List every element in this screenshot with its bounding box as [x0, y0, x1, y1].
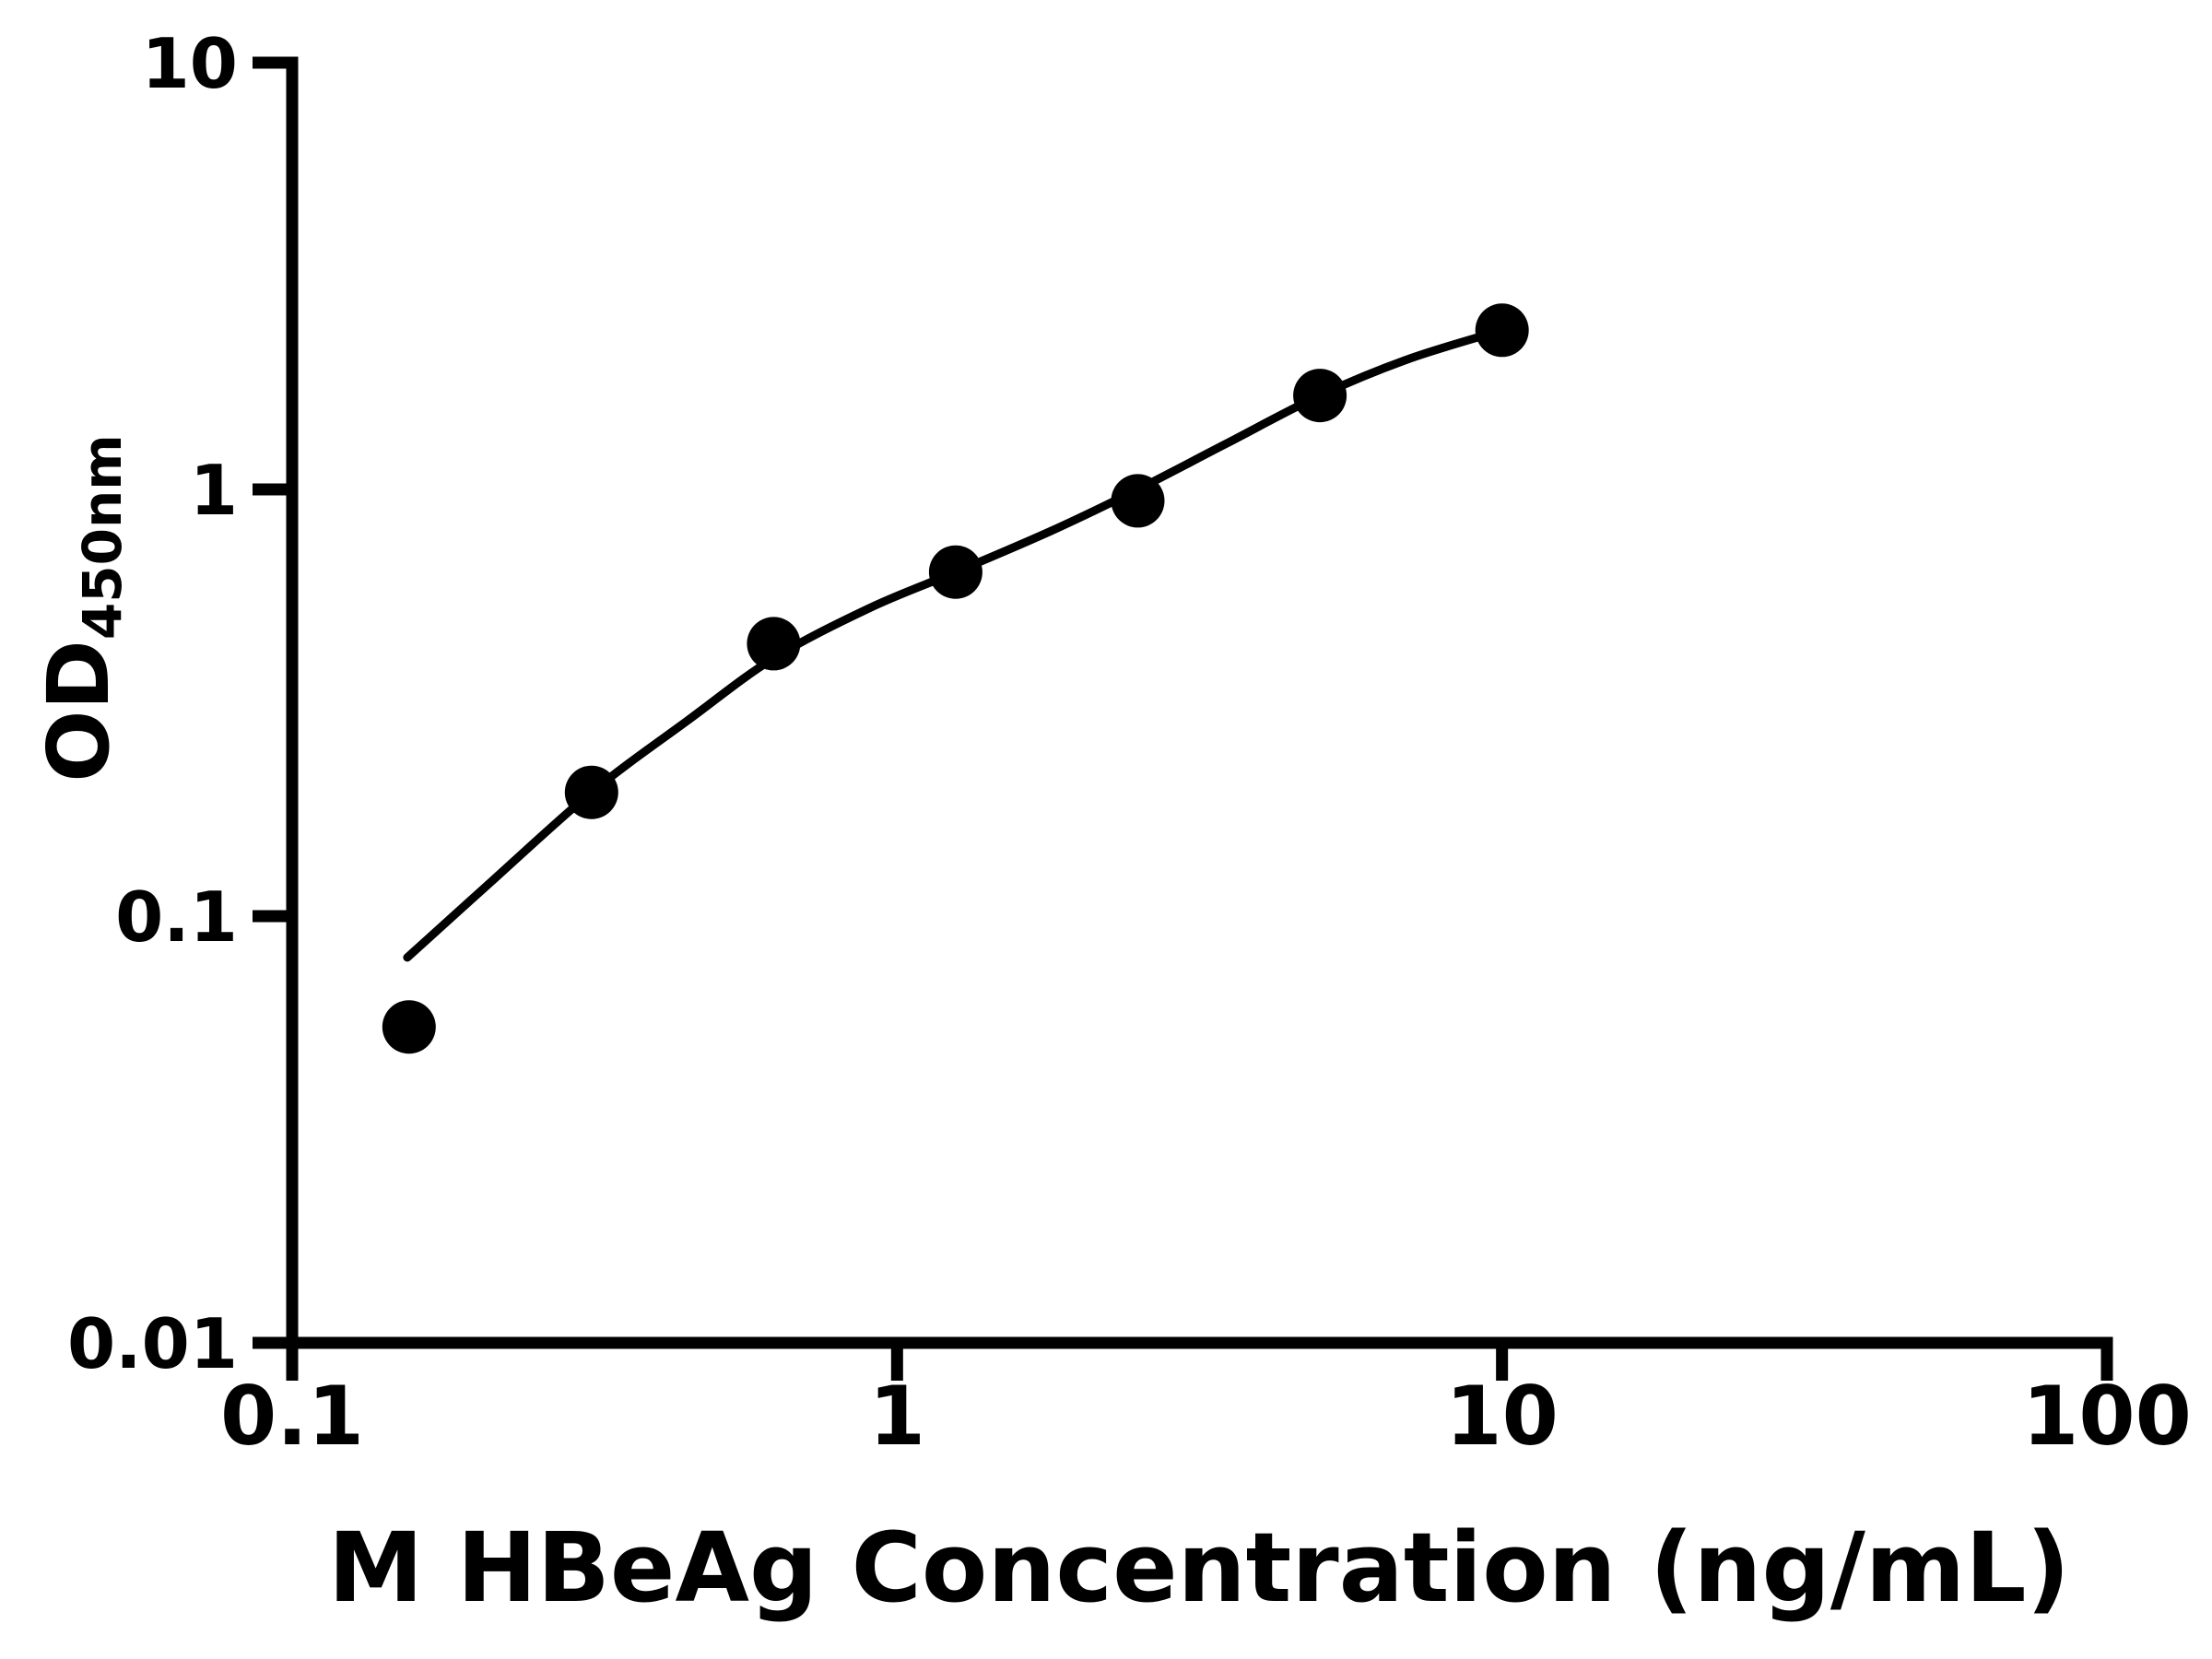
- x-axis-tick-labels: 0.1 1 10 100: [220, 1369, 2192, 1464]
- y-axis-title-main: OD: [29, 640, 128, 782]
- y-tick-label: 10: [142, 23, 238, 104]
- fit-curve-line: [403, 325, 1507, 962]
- data-point: [1111, 474, 1165, 528]
- x-tick-label: 0.1: [220, 1369, 364, 1464]
- y-axis-title-subscript: 450nm: [71, 434, 134, 640]
- x-tick-label: 10: [1445, 1369, 1558, 1464]
- x-tick-label: 100: [2022, 1369, 2192, 1464]
- data-points: [382, 303, 1529, 1054]
- data-point: [928, 545, 982, 599]
- x-axis-title: M HBeAg Concentration (ng/mL): [328, 1512, 2070, 1624]
- axes: [286, 56, 2113, 1381]
- data-point: [1475, 303, 1529, 358]
- x-axis-ticks: [286, 1343, 2113, 1381]
- y-tick-label: 0.1: [115, 877, 238, 958]
- y-axis-title: OD450nm: [29, 434, 134, 782]
- x-tick-label: 1: [869, 1369, 925, 1464]
- y-tick-label: 0.01: [67, 1303, 238, 1384]
- data-point: [1293, 369, 1347, 423]
- data-point: [747, 617, 801, 671]
- y-tick-label: 1: [190, 450, 238, 531]
- y-axis-tick-labels: 10 1 0.1 0.01: [67, 23, 238, 1384]
- data-point: [382, 1000, 436, 1054]
- y-axis-ticks: [253, 56, 292, 1349]
- data-point: [564, 765, 618, 819]
